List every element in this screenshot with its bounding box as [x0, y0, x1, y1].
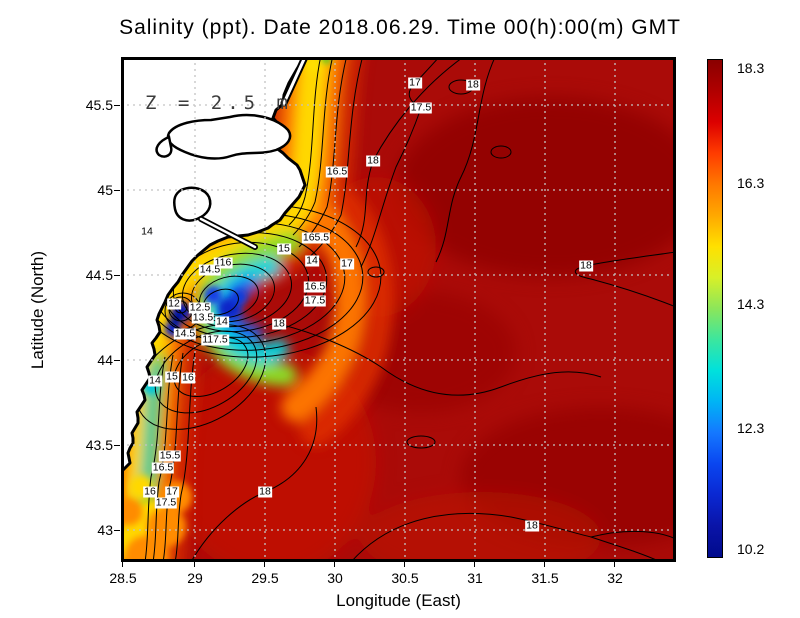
- graticule: [121, 57, 676, 562]
- map-plot-area: [121, 57, 676, 562]
- x-tick-label: 29: [187, 570, 203, 586]
- colorbar-tick-label: 16.3: [737, 175, 765, 191]
- tick-mark: [114, 190, 120, 191]
- y-tick-label: 43.5: [85, 437, 113, 453]
- colorbar-tick-label: 14.3: [737, 296, 765, 312]
- y-tick-label: 44: [97, 352, 113, 368]
- lagoon-appendix-outline: [155, 135, 173, 158]
- chart-title: Salinity (ppt). Date 2018.06.29. Time 00…: [119, 16, 681, 39]
- colorbar-tick-label: 12.3: [737, 420, 765, 436]
- x-tick-label: 30: [327, 570, 343, 586]
- x-tick-label: 29.5: [251, 570, 279, 586]
- land: [121, 57, 309, 474]
- tick-mark: [194, 562, 195, 567]
- colorbar-tick-label: 18.3: [737, 60, 765, 76]
- x-tick-label: 28.5: [109, 570, 137, 586]
- tick-mark: [114, 360, 120, 361]
- x-tick-label: 31: [467, 570, 483, 586]
- colorbar: [707, 59, 723, 558]
- tick-mark: [122, 562, 123, 567]
- tick-mark: [334, 562, 335, 567]
- spit: [198, 57, 309, 250]
- x-tick-label: 31.5: [531, 570, 559, 586]
- colorbar-tick-label: 10.2: [737, 541, 765, 557]
- y-tick-label: 45: [97, 182, 113, 198]
- tick-mark: [114, 530, 120, 531]
- x-axis-label: Longitude (East): [336, 591, 461, 610]
- y-tick-label: 45.5: [85, 97, 113, 113]
- y-tick-label: 43: [97, 522, 113, 538]
- lagoon-outline: [166, 113, 292, 160]
- tick-mark: [404, 562, 405, 567]
- tick-mark: [114, 445, 120, 446]
- tick-mark: [544, 562, 545, 567]
- y-axis-label: Latitude (North): [28, 250, 47, 370]
- tick-mark: [614, 562, 615, 567]
- salinity-map: [121, 57, 676, 562]
- x-tick-label: 30.5: [391, 570, 419, 586]
- tick-mark: [114, 275, 120, 276]
- depth-annotation: Z = 2.5 m: [145, 92, 293, 114]
- small-lagoon-outline: [173, 186, 212, 222]
- tick-mark: [264, 562, 265, 567]
- y-tick-label: 44.5: [85, 267, 113, 283]
- tick-mark: [474, 562, 475, 567]
- coastline: [121, 57, 307, 474]
- x-tick-label: 32: [607, 570, 623, 586]
- tick-mark: [114, 105, 120, 106]
